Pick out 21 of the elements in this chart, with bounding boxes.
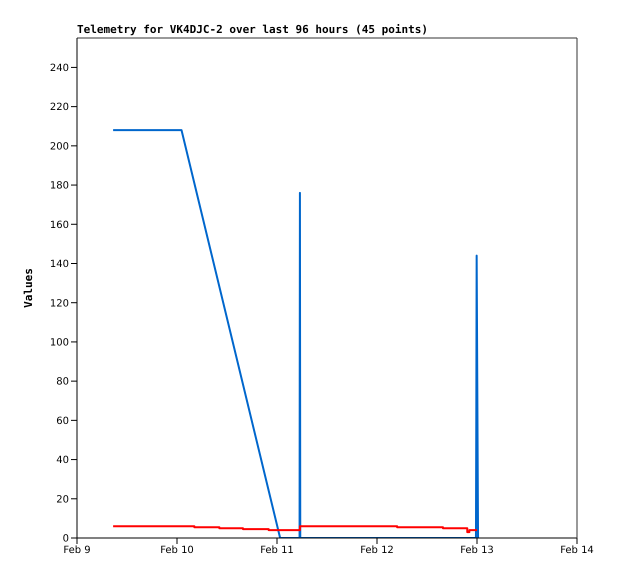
- y-tick-label: 140: [50, 259, 69, 270]
- x-tick-label: Feb 9: [63, 545, 91, 556]
- y-tick-label: 80: [56, 376, 69, 388]
- y-tick-label: 220: [50, 102, 69, 114]
- y-tick-label: 120: [50, 298, 69, 310]
- x-tick-label: Feb 11: [260, 545, 294, 556]
- x-tick-label: Feb 10: [160, 545, 194, 556]
- y-tick-label: 60: [56, 416, 69, 427]
- x-tick-label: Feb 14: [560, 545, 594, 556]
- y-tick-label: 20: [56, 494, 69, 506]
- y-tick-label: 100: [50, 337, 69, 348]
- x-tick-label: Feb 13: [460, 545, 494, 556]
- x-tick-label: Feb 12: [360, 545, 394, 556]
- y-tick-label: 160: [50, 220, 69, 231]
- y-axis-title: Values: [22, 268, 35, 308]
- chart-title: Telemetry for VK4DJC-2 over last 96 hours (45 points): [77, 23, 428, 36]
- y-tick-label: 240: [50, 62, 69, 74]
- y-tick-label: 40: [56, 455, 69, 466]
- y-tick-label: 0: [62, 534, 69, 545]
- y-tick-label: 180: [50, 180, 69, 192]
- y-tick-label: 200: [50, 141, 69, 152]
